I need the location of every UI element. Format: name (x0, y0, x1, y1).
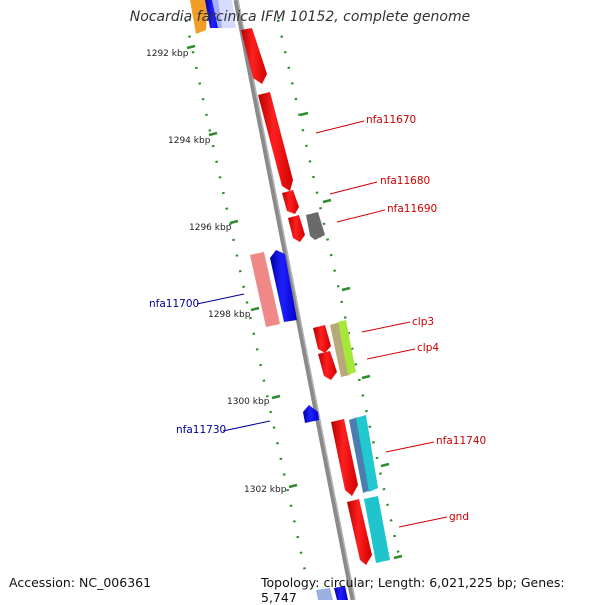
gene-nfa11740 (331, 419, 358, 496)
gene-clp4 (318, 351, 337, 380)
tick-label: 1300 kbp (227, 397, 270, 407)
tick-label: 1296 kbp (189, 223, 232, 233)
gene-nfa11690-grey (306, 212, 325, 240)
gene-label-nfa11730: nfa11730 (176, 424, 226, 436)
gene-clp3-olive (330, 322, 350, 377)
tick-label: 1302 kbp (244, 485, 287, 495)
gene-label-nfa11690: nfa11690 (387, 203, 437, 215)
gene-nfa11740-cyan (356, 415, 378, 492)
tick-label: 1292 kbp (146, 49, 189, 59)
gene-top-pale (212, 0, 236, 28)
gene-clp3 (313, 325, 331, 353)
gene-nfa11730 (303, 405, 319, 423)
right-guide-line (276, 19, 402, 561)
tick-marks (186, 44, 403, 560)
gene-nfa11670 (258, 92, 293, 191)
gene-label-clp4: clp4 (417, 342, 439, 354)
gene-label-nfa11680: nfa11680 (380, 175, 430, 187)
gene-nfa11700-pink (250, 252, 280, 327)
genome-backbone-shadow (237, 0, 356, 600)
gene-nfa11680 (282, 190, 299, 214)
gene-label-clp3: clp3 (412, 316, 434, 328)
gene-nfa11690 (288, 215, 305, 242)
gene-gnd (347, 499, 372, 565)
accession-text: Accession: NC_006361 (9, 575, 152, 590)
gene-forward (241, 28, 267, 84)
gene-label-nfa11740: nfa11740 (436, 435, 486, 447)
gene-label-nfa11670: nfa11670 (366, 114, 416, 126)
gene-clp4-lime (338, 320, 356, 375)
tick-label: 1294 kbp (168, 136, 211, 146)
gene-top-orange (190, 0, 208, 34)
tick-label: 1298 kbp (208, 310, 251, 320)
map-title: Nocardia farcinica IFM 10152, complete g… (129, 9, 471, 25)
topology-text: Topology: circular; Length: 6,021,225 bp… (261, 575, 565, 605)
gene-bottom-pale (316, 588, 333, 600)
gene-nfa11740-steel (349, 417, 371, 493)
leader-lines (196, 120, 448, 528)
gene-label-gnd: gnd (449, 511, 469, 523)
gene-nfa11700 (270, 250, 297, 322)
gene-gnd-cyan (364, 496, 390, 563)
genome-backbone (233, 0, 356, 600)
gene-label-nfa11700: nfa11700 (149, 298, 199, 310)
gene-bottom-blue (334, 586, 348, 600)
